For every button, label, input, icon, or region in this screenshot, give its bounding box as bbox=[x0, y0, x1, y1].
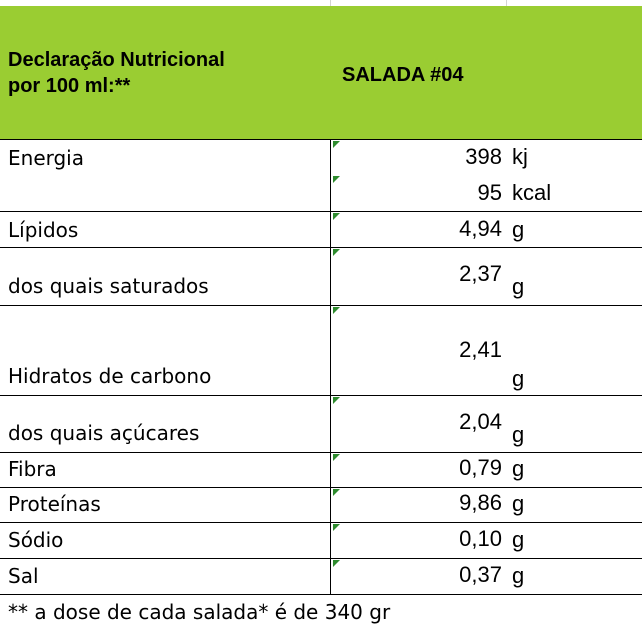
cell-marker-icon bbox=[333, 141, 340, 148]
row-value: 95 bbox=[477, 180, 502, 205]
cell-marker-icon bbox=[333, 524, 340, 531]
cell-marker-icon bbox=[333, 307, 340, 314]
row-divider bbox=[0, 139, 642, 140]
row-unit: g bbox=[512, 491, 525, 516]
footnote: ** a dose de cada salada* é de 340 gr bbox=[8, 600, 391, 624]
column-divider bbox=[330, 139, 331, 595]
row-value: 2,41 bbox=[459, 337, 502, 362]
row-divider bbox=[0, 594, 642, 595]
cell-marker-icon bbox=[333, 454, 340, 461]
row-label-protein: Proteínas bbox=[8, 492, 101, 516]
row-unit: g bbox=[512, 527, 525, 552]
row-value: 9,86 bbox=[459, 490, 502, 515]
row-divider bbox=[0, 211, 642, 212]
cell-marker-icon bbox=[333, 176, 340, 183]
row-unit: kcal bbox=[512, 180, 552, 205]
row-unit: g bbox=[512, 366, 525, 391]
row-value: 0,79 bbox=[459, 455, 502, 480]
row-unit: g bbox=[512, 422, 525, 447]
spreadsheet-top-strip bbox=[0, 0, 642, 6]
row-unit: g bbox=[512, 563, 525, 588]
row-value: 0,37 bbox=[459, 562, 502, 587]
cell-marker-icon bbox=[333, 213, 340, 220]
cell-marker-icon bbox=[333, 560, 340, 567]
header-label: Declaração Nutricional por 100 ml:** bbox=[8, 47, 308, 99]
row-unit: g bbox=[512, 456, 525, 481]
header-label-line2: por 100 ml:** bbox=[8, 75, 131, 97]
cell-marker-icon bbox=[333, 249, 340, 256]
row-label-fibre: Fibra bbox=[8, 457, 57, 481]
row-divider bbox=[0, 395, 642, 396]
row-label-energy: Energia bbox=[8, 146, 84, 170]
row-divider bbox=[0, 487, 642, 488]
row-label-sodium: Sódio bbox=[8, 528, 64, 552]
header-label-line1: Declaração Nutricional bbox=[8, 49, 225, 71]
row-label-carbohydrates: Hidratos de carbono bbox=[8, 364, 212, 388]
row-divider bbox=[0, 247, 642, 248]
row-divider bbox=[0, 452, 642, 453]
table-header: Declaração Nutricional por 100 ml:** SAL… bbox=[0, 6, 642, 139]
row-divider bbox=[0, 558, 642, 559]
row-value: 2,04 bbox=[459, 409, 502, 434]
row-divider bbox=[0, 305, 642, 306]
product-name: SALADA #04 bbox=[342, 64, 464, 86]
row-unit: g bbox=[512, 274, 525, 299]
row-value: 2,37 bbox=[459, 261, 502, 286]
row-label-lipids: Lípidos bbox=[8, 218, 79, 242]
grid-line bbox=[506, 0, 507, 6]
cell-marker-icon bbox=[333, 489, 340, 496]
row-label-sugars: dos quais açúcares bbox=[8, 421, 200, 445]
row-value: 0,10 bbox=[459, 526, 502, 551]
row-divider bbox=[0, 522, 642, 523]
row-value: 4,94 bbox=[459, 216, 502, 241]
row-value: 398 bbox=[465, 144, 502, 169]
row-label-saturated: dos quais saturados bbox=[8, 274, 209, 298]
grid-line bbox=[330, 0, 331, 6]
row-unit: g bbox=[512, 217, 525, 242]
row-label-salt: Sal bbox=[8, 564, 39, 588]
cell-marker-icon bbox=[333, 397, 340, 404]
row-unit: kj bbox=[512, 144, 528, 169]
